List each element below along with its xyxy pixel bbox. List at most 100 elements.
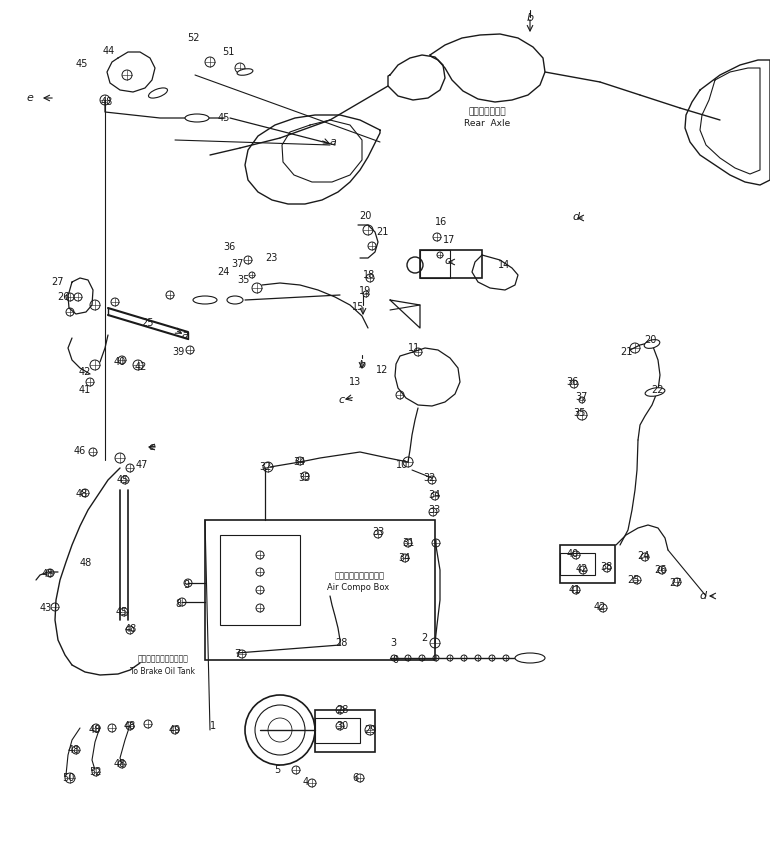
Text: 25: 25 [142, 318, 154, 328]
Ellipse shape [645, 388, 665, 397]
Text: To Brake Oil Tank: To Brake Oil Tank [130, 667, 196, 675]
Text: 52: 52 [89, 767, 101, 777]
Text: 48: 48 [76, 489, 88, 499]
Text: 36: 36 [566, 377, 578, 387]
Text: a: a [182, 330, 189, 340]
Text: 32: 32 [424, 473, 436, 483]
Bar [420, 250, 482, 278]
Text: 7: 7 [234, 649, 240, 659]
Text: 39: 39 [172, 347, 184, 357]
Bar [315, 710, 375, 752]
Text: 27: 27 [669, 578, 681, 588]
Ellipse shape [644, 339, 660, 348]
Text: d: d [572, 212, 580, 222]
Bar [205, 520, 435, 660]
Text: 34: 34 [293, 457, 305, 467]
Bar [560, 553, 595, 575]
Text: 48: 48 [42, 569, 54, 579]
Text: 42: 42 [576, 564, 588, 574]
Text: 42: 42 [594, 602, 606, 612]
Text: 43: 43 [40, 603, 52, 613]
Ellipse shape [227, 296, 243, 304]
Text: 3: 3 [390, 638, 396, 648]
Text: 26: 26 [57, 292, 69, 302]
Text: 48: 48 [68, 745, 80, 755]
Text: 24: 24 [217, 267, 229, 277]
Text: 33: 33 [428, 505, 440, 515]
Text: 48: 48 [89, 725, 101, 735]
Text: 35: 35 [238, 275, 250, 285]
Text: 22: 22 [651, 385, 663, 395]
Text: エアーコンポボックス: エアーコンポボックス [335, 572, 385, 580]
Text: 45: 45 [117, 475, 129, 485]
Text: 41: 41 [569, 585, 581, 595]
Text: 19: 19 [359, 286, 371, 296]
Text: 31: 31 [402, 538, 414, 548]
Text: 11: 11 [408, 343, 420, 353]
Text: 33: 33 [298, 473, 310, 483]
Text: 42: 42 [79, 367, 91, 377]
Text: 48: 48 [124, 721, 136, 731]
Text: c: c [445, 256, 451, 266]
Text: 35: 35 [574, 408, 586, 418]
Text: 51: 51 [222, 47, 234, 57]
Bar [420, 250, 450, 278]
Text: e: e [26, 93, 33, 103]
Text: リヤーアクスル: リヤーアクスル [468, 107, 506, 117]
Text: 12: 12 [376, 365, 388, 375]
Text: 29: 29 [363, 725, 377, 735]
Text: 20: 20 [644, 335, 656, 345]
Text: 38: 38 [600, 562, 612, 572]
Bar [560, 545, 615, 583]
Text: 45: 45 [116, 607, 128, 617]
Text: 48: 48 [101, 97, 113, 107]
Text: ブレーキオイルタンクヘ: ブレーキオイルタンクヘ [138, 655, 189, 663]
Text: 50: 50 [62, 773, 74, 783]
Text: 23: 23 [265, 253, 277, 263]
Text: 37: 37 [576, 392, 588, 402]
Text: 28: 28 [335, 638, 347, 648]
Text: 48: 48 [125, 624, 137, 634]
Text: 1: 1 [210, 721, 216, 731]
Text: 17: 17 [443, 235, 455, 245]
Ellipse shape [193, 296, 217, 304]
Ellipse shape [185, 114, 209, 122]
Text: 18: 18 [363, 270, 375, 280]
Text: 4: 4 [303, 777, 309, 787]
Text: 16: 16 [435, 217, 447, 227]
Text: 9: 9 [183, 580, 189, 590]
Text: Air Compo Box: Air Compo Box [327, 584, 389, 592]
Text: 20: 20 [359, 211, 371, 221]
Text: 45: 45 [218, 113, 230, 123]
Text: 21: 21 [620, 347, 632, 357]
Text: 52: 52 [187, 33, 199, 43]
Ellipse shape [515, 653, 545, 663]
Ellipse shape [149, 88, 168, 98]
Text: 28: 28 [336, 705, 348, 715]
Text: 40: 40 [114, 357, 126, 367]
Ellipse shape [237, 68, 253, 75]
Text: 48: 48 [80, 558, 92, 568]
Text: 25: 25 [628, 575, 640, 585]
Text: 44: 44 [103, 46, 116, 56]
Text: e: e [149, 442, 156, 452]
Text: 34: 34 [428, 490, 440, 500]
Text: 48: 48 [114, 759, 126, 769]
Text: 15: 15 [352, 302, 364, 312]
Text: b: b [359, 360, 366, 370]
Text: 5: 5 [274, 765, 280, 775]
Text: c: c [339, 395, 345, 405]
Text: 37: 37 [231, 259, 243, 269]
Text: 27: 27 [52, 277, 64, 287]
Text: 13: 13 [349, 377, 361, 387]
Text: 26: 26 [654, 565, 666, 575]
Text: 30: 30 [336, 721, 348, 731]
Text: 45: 45 [75, 59, 89, 69]
Bar [220, 535, 300, 625]
Text: 21: 21 [376, 227, 388, 237]
Text: 0: 0 [392, 655, 398, 665]
Text: 32: 32 [259, 462, 271, 472]
Text: 40: 40 [567, 549, 579, 559]
Text: 36: 36 [223, 242, 235, 252]
Text: 34: 34 [398, 553, 410, 563]
